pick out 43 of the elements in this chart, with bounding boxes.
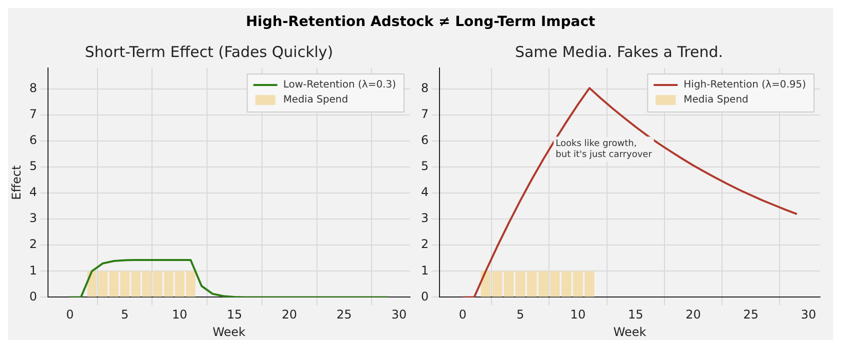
y-tick-label: 7 (420, 107, 429, 122)
legend-label: Low-Retention (λ=0.3) (283, 80, 396, 91)
x-tick-label: 5 (120, 308, 129, 322)
y-tick-label: 2 (29, 237, 38, 252)
x-axis-title: Week (613, 324, 646, 339)
y-tick-label: 1 (420, 263, 429, 278)
x-tick-label: 20 (686, 308, 701, 322)
y-tick-label: 8 (29, 80, 38, 95)
y-tick-label: 3 (420, 211, 429, 226)
y-tick-label: 0 (420, 289, 429, 304)
x-tick-label: 0 (458, 308, 467, 322)
y-tick-label: 5 (420, 159, 429, 174)
y-tick-label: 4 (29, 185, 38, 200)
x-tick-label: 30 (391, 308, 407, 322)
annotation: Looks like growth, but it's just carryover (556, 138, 652, 160)
x-axis-title: Week (212, 324, 246, 339)
chart-title: Same Media. Fakes a Trend. (514, 42, 724, 61)
x-tick-label: 30 (800, 308, 816, 322)
y-tick-label: 3 (29, 211, 38, 226)
y-tick-label: 5 (29, 159, 38, 174)
y-tick-label: 6 (29, 133, 38, 148)
y-tick-label: 7 (29, 107, 38, 122)
y-tick-label: 4 (420, 185, 429, 200)
x-tick-label: 20 (282, 308, 297, 322)
y-tick-label: 6 (420, 133, 429, 148)
chart-title: Short-Term Effect (Fades Quickly) (84, 42, 334, 61)
x-tick-label: 25 (743, 308, 758, 322)
y-tick-label: 2 (420, 237, 429, 252)
x-tick-label: 15 (628, 308, 644, 322)
x-tick-label: 10 (172, 308, 188, 322)
y-tick-label: 8 (420, 80, 429, 95)
text: High-Retention Adstock ≠ Long-Term Impact (244, 13, 596, 32)
legend-label: Media Spend (684, 94, 748, 106)
x-tick-label: 5 (516, 308, 524, 322)
legend-label: High-Retention (λ=0.95) (684, 80, 806, 91)
y-axis-title: Effect (9, 165, 24, 200)
y-tick-label: 0 (29, 289, 38, 304)
y-tick-label: 1 (29, 263, 38, 278)
legend-label: Media Spend (283, 94, 348, 106)
x-tick-label: 0 (66, 308, 74, 322)
x-tick-label: 15 (226, 308, 242, 322)
x-tick-label: 10 (570, 308, 586, 322)
x-tick-label: 25 (336, 308, 352, 322)
